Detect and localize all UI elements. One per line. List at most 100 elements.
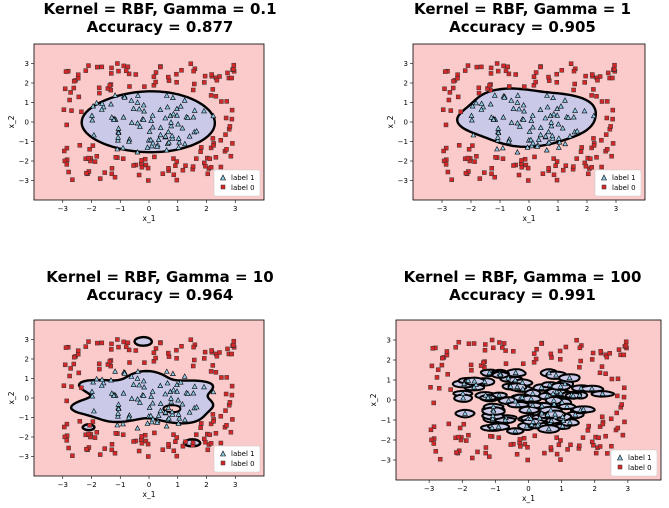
data-point-label1 [471, 378, 478, 384]
data-point-label0 [476, 90, 482, 96]
data-point-label0 [223, 115, 229, 121]
data-point-label1 [529, 402, 536, 408]
y-tick-label: 3 [25, 60, 29, 68]
data-point-label1 [490, 116, 497, 122]
data-point-label0 [503, 348, 508, 353]
data-point-label1 [176, 139, 183, 145]
y-tick-label: 3 [404, 60, 408, 68]
data-point-label0 [202, 73, 208, 79]
data-point-label0 [431, 400, 436, 406]
data-point-label0 [487, 454, 492, 459]
data-point-label0 [213, 431, 219, 436]
data-point-label0 [456, 339, 462, 345]
data-point-label0 [609, 443, 614, 449]
data-point-label1 [140, 377, 147, 384]
data-point-label0 [211, 143, 216, 148]
data-point-label1 [191, 383, 198, 389]
data-point-label1 [537, 131, 544, 138]
data-point-label0 [494, 61, 500, 66]
data-point-label1 [154, 419, 161, 425]
data-point-label1 [562, 140, 569, 147]
data-point-label0 [481, 360, 486, 365]
data-point-label0 [229, 116, 235, 122]
data-point-label0 [447, 90, 453, 95]
data-point-label0 [120, 432, 126, 437]
data-point-label0 [191, 344, 196, 350]
data-point-label1 [149, 400, 156, 406]
legend-box [213, 169, 261, 197]
data-point-label0 [77, 419, 83, 424]
x-tick-label: −3 [424, 485, 434, 493]
data-point-label0 [470, 455, 475, 461]
data-point-label1 [599, 390, 606, 396]
data-point-label0 [610, 107, 616, 113]
data-point-label1 [112, 92, 119, 98]
data-point-label0 [532, 433, 538, 439]
data-point-label0 [622, 385, 627, 391]
data-point-label0 [526, 178, 531, 183]
data-point-label0 [102, 446, 107, 451]
data-point-label0 [210, 87, 216, 92]
data-point-label0 [174, 347, 179, 353]
data-point-label0 [90, 143, 96, 148]
x-tick-label: 0 [147, 481, 151, 489]
data-point-label1 [570, 392, 577, 398]
data-point-label0 [102, 170, 107, 175]
x-tick-label: 3 [614, 205, 618, 213]
y-tick-label: 0 [25, 395, 29, 403]
data-point-label1 [162, 114, 169, 121]
data-point-label0 [121, 63, 126, 69]
data-point-label1 [162, 409, 169, 415]
data-point-label1 [90, 103, 97, 109]
data-point-label0 [533, 79, 538, 85]
data-point-label1 [562, 97, 568, 103]
x-tick-label: 0 [526, 485, 530, 493]
data-point-label0 [183, 163, 188, 168]
data-point-label1 [93, 99, 100, 106]
data-point-label1 [516, 123, 523, 129]
y-tick-label: 2 [25, 356, 29, 364]
data-point-label1 [543, 147, 550, 153]
data-point-label0 [84, 170, 89, 176]
data-point-label0 [577, 364, 582, 370]
data-point-label0 [174, 356, 179, 361]
data-point-label0 [446, 97, 452, 103]
data-point-label0 [603, 433, 608, 439]
data-point-label0 [90, 419, 96, 424]
data-point-label1 [578, 385, 585, 391]
data-point-label0 [620, 432, 626, 438]
data-point-label0 [217, 350, 222, 355]
data-point-label0 [203, 163, 208, 169]
data-point-label1 [193, 127, 200, 134]
data-point-label0 [71, 361, 77, 367]
data-point-label1 [462, 410, 468, 416]
data-point-label0 [224, 423, 229, 428]
data-point-label0 [115, 337, 120, 342]
data-point-label0 [531, 351, 537, 356]
data-point-label0 [166, 350, 171, 356]
x-tick-label: 1 [559, 485, 563, 493]
data-point-label0 [594, 94, 599, 99]
data-point-label0 [214, 77, 220, 83]
data-point-label1 [148, 418, 155, 425]
data-point-label0 [113, 431, 119, 436]
data-point-label0 [127, 360, 132, 365]
data-point-label1 [488, 114, 495, 120]
data-point-label0 [522, 441, 528, 447]
data-point-label1 [164, 103, 171, 110]
data-point-label0 [152, 430, 157, 436]
y-axis-label: x_2 [369, 393, 378, 406]
legend-label-1: label 1 [628, 454, 652, 462]
data-point-label0 [554, 71, 559, 77]
data-point-label1 [489, 412, 496, 418]
data-point-label1 [165, 139, 172, 145]
data-point-label0 [223, 391, 229, 397]
data-point-label1 [165, 404, 172, 411]
data-point-label1 [148, 142, 155, 149]
data-point-label1 [482, 392, 489, 398]
data-point-label0 [207, 156, 213, 161]
data-point-label0 [603, 132, 609, 137]
legend-marker-label1 [601, 174, 607, 181]
data-point-label0 [211, 419, 216, 424]
